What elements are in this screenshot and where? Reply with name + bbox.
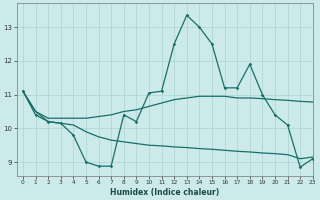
X-axis label: Humidex (Indice chaleur): Humidex (Indice chaleur) (110, 188, 219, 197)
